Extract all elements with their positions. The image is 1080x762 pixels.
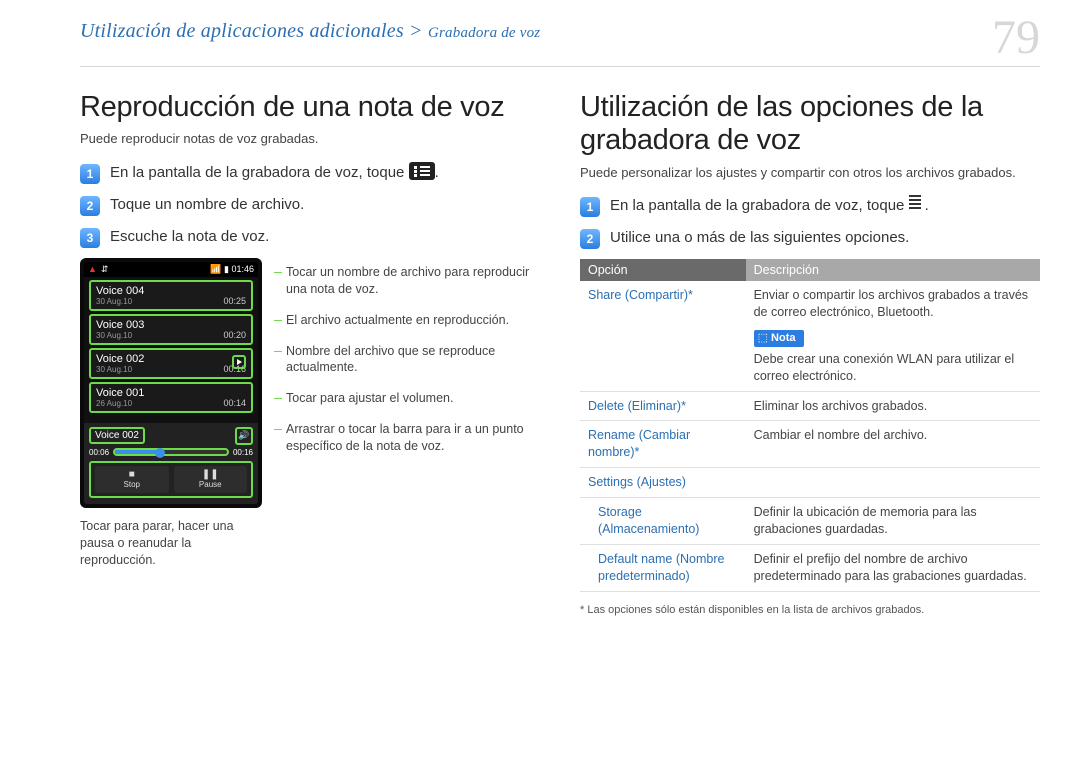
step-number-1: 1 — [80, 164, 100, 184]
manual-page: Utilización de aplicaciones adicionales … — [0, 0, 1080, 636]
menu-icon — [909, 199, 925, 211]
right-step-2: 2 Utilice una o más de las siguientes op… — [580, 227, 1040, 249]
step-number-2: 2 — [580, 229, 600, 249]
voice-item[interactable]: Voice 00230 Aug.1000:16 — [89, 348, 253, 379]
voice-duration: 00:20 — [223, 330, 246, 340]
desc-rename: Cambiar el nombre del archivo. — [746, 421, 1040, 468]
statusbar-time: 01:46 — [231, 264, 254, 274]
pause-button[interactable]: ❚❚Pause — [174, 466, 248, 493]
desc-default-name: Definir el prefijo del nombre de archivo… — [746, 544, 1040, 591]
options-table: Opción Descripción Share (Compartir)* En… — [580, 259, 1040, 591]
opt-share: Share (Compartir)* — [580, 281, 746, 391]
nota-badge: Nota — [754, 330, 804, 347]
left-step-3: 3 Escuche la nota de voz. — [80, 226, 540, 248]
desc-share: Enviar o compartir los archivos grabados… — [746, 281, 1040, 391]
th-option: Opción — [580, 259, 746, 281]
voice-list: Voice 00430 Aug.1000:25Voice 00330 Aug.1… — [84, 280, 258, 413]
right-column: Utilización de las opciones de la grabad… — [580, 91, 1040, 616]
left-heading: Reproducción de una nota de voz — [80, 91, 540, 124]
row-settings: Settings (Ajustes) — [580, 468, 1040, 498]
annotation-4: Tocar para ajustar el volumen. — [276, 390, 540, 407]
annotation-2: El archivo actualmente en reproducción. — [276, 312, 540, 329]
nota-box: Nota Debe crear una conexión WLAN para u… — [754, 329, 1032, 385]
desc-settings — [746, 468, 1040, 498]
footnote: * Las opciones sólo están disponibles en… — [580, 604, 1040, 616]
list-icon — [409, 162, 435, 180]
stop-button[interactable]: ■Stop — [95, 466, 169, 493]
step-number-2: 2 — [80, 196, 100, 216]
right-step-1-text: En la pantalla de la grabadora de voz, t… — [610, 195, 929, 216]
th-description: Descripción — [746, 259, 1040, 281]
step-number-1: 1 — [580, 197, 600, 217]
phone-annotations: Tocar un nombre de archivo para reproduc… — [276, 258, 540, 508]
step-1-text: En la pantalla de la grabadora de voz, t… — [110, 162, 439, 183]
annotation-5: Arrastrar o tocar la barra para ir a un … — [276, 421, 540, 455]
opt-default-name: Default name (Nombre predeterminado) — [580, 544, 746, 591]
warning-icon: ▲ — [88, 264, 97, 274]
right-step-1: 1 En la pantalla de la grabadora de voz,… — [580, 195, 1040, 217]
row-storage: Storage (Almacenamiento) Definir la ubic… — [580, 498, 1040, 545]
annotation-1: Tocar un nombre de archivo para reproduc… — [276, 264, 540, 298]
voice-duration: 00:14 — [223, 398, 246, 408]
voice-item[interactable]: Voice 00126 Aug.1000:14 — [89, 382, 253, 413]
opt-rename: Rename (Cambiar nombre)* — [580, 421, 746, 468]
opt-delete: Delete (Eliminar)* — [580, 391, 746, 421]
left-step-1: 1 En la pantalla de la grabadora de voz,… — [80, 162, 540, 184]
phone-player: Voice 002 🔊 00:06 00:16 ■Stop ❚❚Pause — [84, 423, 258, 504]
voice-duration: 00:25 — [223, 296, 246, 306]
player-filename: Voice 002 — [89, 427, 145, 444]
right-intro: Puede personalizar los ajustes y compart… — [580, 164, 1040, 182]
row-default-name: Default name (Nombre predeterminado) Def… — [580, 544, 1040, 591]
breadcrumb-sep: > — [404, 20, 428, 42]
seek-bar[interactable] — [113, 448, 229, 456]
page-number: 79 — [992, 14, 1040, 62]
player-buttons: ■Stop ❚❚Pause — [89, 461, 253, 498]
step-number-3: 3 — [80, 228, 100, 248]
page-header: Utilización de aplicaciones adicionales … — [80, 20, 1040, 67]
voice-item[interactable]: Voice 00430 Aug.1000:25 — [89, 280, 253, 311]
opt-settings: Settings (Ajustes) — [580, 468, 746, 498]
breadcrumb-sub: Grabadora de voz — [428, 25, 540, 41]
row-rename: Rename (Cambiar nombre)* Cambiar el nomb… — [580, 421, 1040, 468]
breadcrumb: Utilización de aplicaciones adicionales … — [80, 20, 540, 43]
usb-icon: ⇵ — [101, 264, 109, 275]
phone-illustration-wrap: ▲⇵ 📶 ▮ 01:46 Voice 00430 Aug.1000:25Voic… — [80, 258, 540, 508]
annotation-3: Nombre del archivo que se reproduce actu… — [276, 343, 540, 377]
elapsed-time: 00:06 — [89, 448, 109, 457]
play-icon — [232, 355, 246, 369]
desc-storage: Definir la ubicación de memoria para las… — [746, 498, 1040, 545]
table-header-row: Opción Descripción — [580, 259, 1040, 281]
step-2-text: Toque un nombre de archivo. — [110, 194, 304, 215]
breadcrumb-main: Utilización de aplicaciones adicionales — [80, 20, 404, 42]
wifi-icon: 📶 — [210, 264, 221, 274]
right-step-2-text: Utilice una o más de las siguientes opci… — [610, 227, 909, 248]
step-3-text: Escuche la nota de voz. — [110, 226, 269, 247]
desc-delete: Eliminar los archivos grabados. — [746, 391, 1040, 421]
left-column: Reproducción de una nota de voz Puede re… — [80, 91, 540, 616]
row-delete: Delete (Eliminar)* Eliminar los archivos… — [580, 391, 1040, 421]
opt-storage: Storage (Almacenamiento) — [580, 498, 746, 545]
row-share: Share (Compartir)* Enviar o compartir lo… — [580, 281, 1040, 391]
phone-mock: ▲⇵ 📶 ▮ 01:46 Voice 00430 Aug.1000:25Voic… — [80, 258, 262, 508]
nota-text: Debe crear una conexión WLAN para utiliz… — [754, 352, 1015, 383]
annotation-6: Tocar para parar, hacer una pausa o rean… — [80, 518, 260, 569]
phone-statusbar: ▲ ⇵ 📶 ▮ 01:46 — [84, 262, 258, 277]
left-step-2: 2 Toque un nombre de archivo. — [80, 194, 540, 216]
battery-icon: ▮ — [224, 264, 229, 274]
total-time: 00:16 — [233, 448, 253, 457]
left-intro: Puede reproducir notas de voz grabadas. — [80, 130, 540, 148]
volume-icon[interactable]: 🔊 — [235, 427, 253, 445]
content-columns: Reproducción de una nota de voz Puede re… — [80, 91, 1040, 616]
voice-item[interactable]: Voice 00330 Aug.1000:20 — [89, 314, 253, 345]
right-heading: Utilización de las opciones de la grabad… — [580, 91, 1040, 158]
